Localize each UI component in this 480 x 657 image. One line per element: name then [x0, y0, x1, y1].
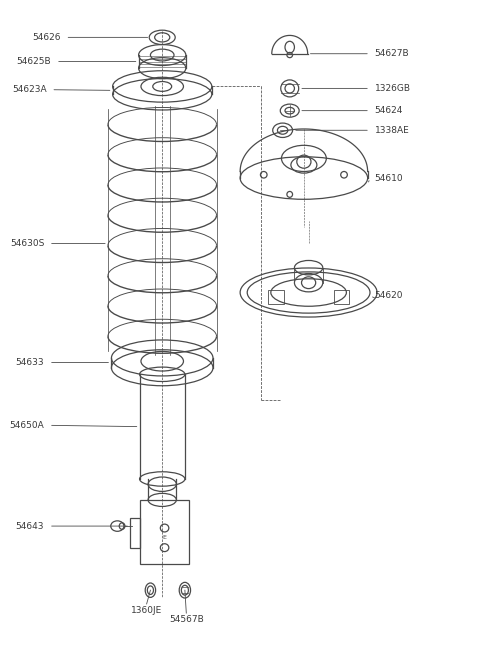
- Text: 1338AE: 1338AE: [375, 125, 409, 135]
- Text: E: E: [163, 535, 167, 540]
- Text: 54620: 54620: [375, 291, 403, 300]
- Text: 54623A: 54623A: [12, 85, 47, 94]
- Bar: [130, 518, 140, 548]
- Text: 54610: 54610: [375, 173, 403, 183]
- Text: 54624: 54624: [375, 106, 403, 115]
- Text: 54567B: 54567B: [169, 615, 204, 624]
- Text: 54630S: 54630S: [10, 239, 44, 248]
- Text: 54625B: 54625B: [17, 57, 51, 66]
- Text: 1360JE: 1360JE: [131, 606, 162, 615]
- Text: 54633: 54633: [15, 358, 44, 367]
- Text: 54650A: 54650A: [10, 421, 44, 430]
- Text: 54643: 54643: [16, 522, 44, 531]
- Text: 54626: 54626: [32, 33, 60, 42]
- Text: 1326GB: 1326GB: [375, 84, 411, 93]
- Bar: [334, 290, 349, 304]
- Text: 54627B: 54627B: [375, 49, 409, 58]
- Bar: [140, 500, 189, 564]
- Bar: [268, 290, 284, 304]
